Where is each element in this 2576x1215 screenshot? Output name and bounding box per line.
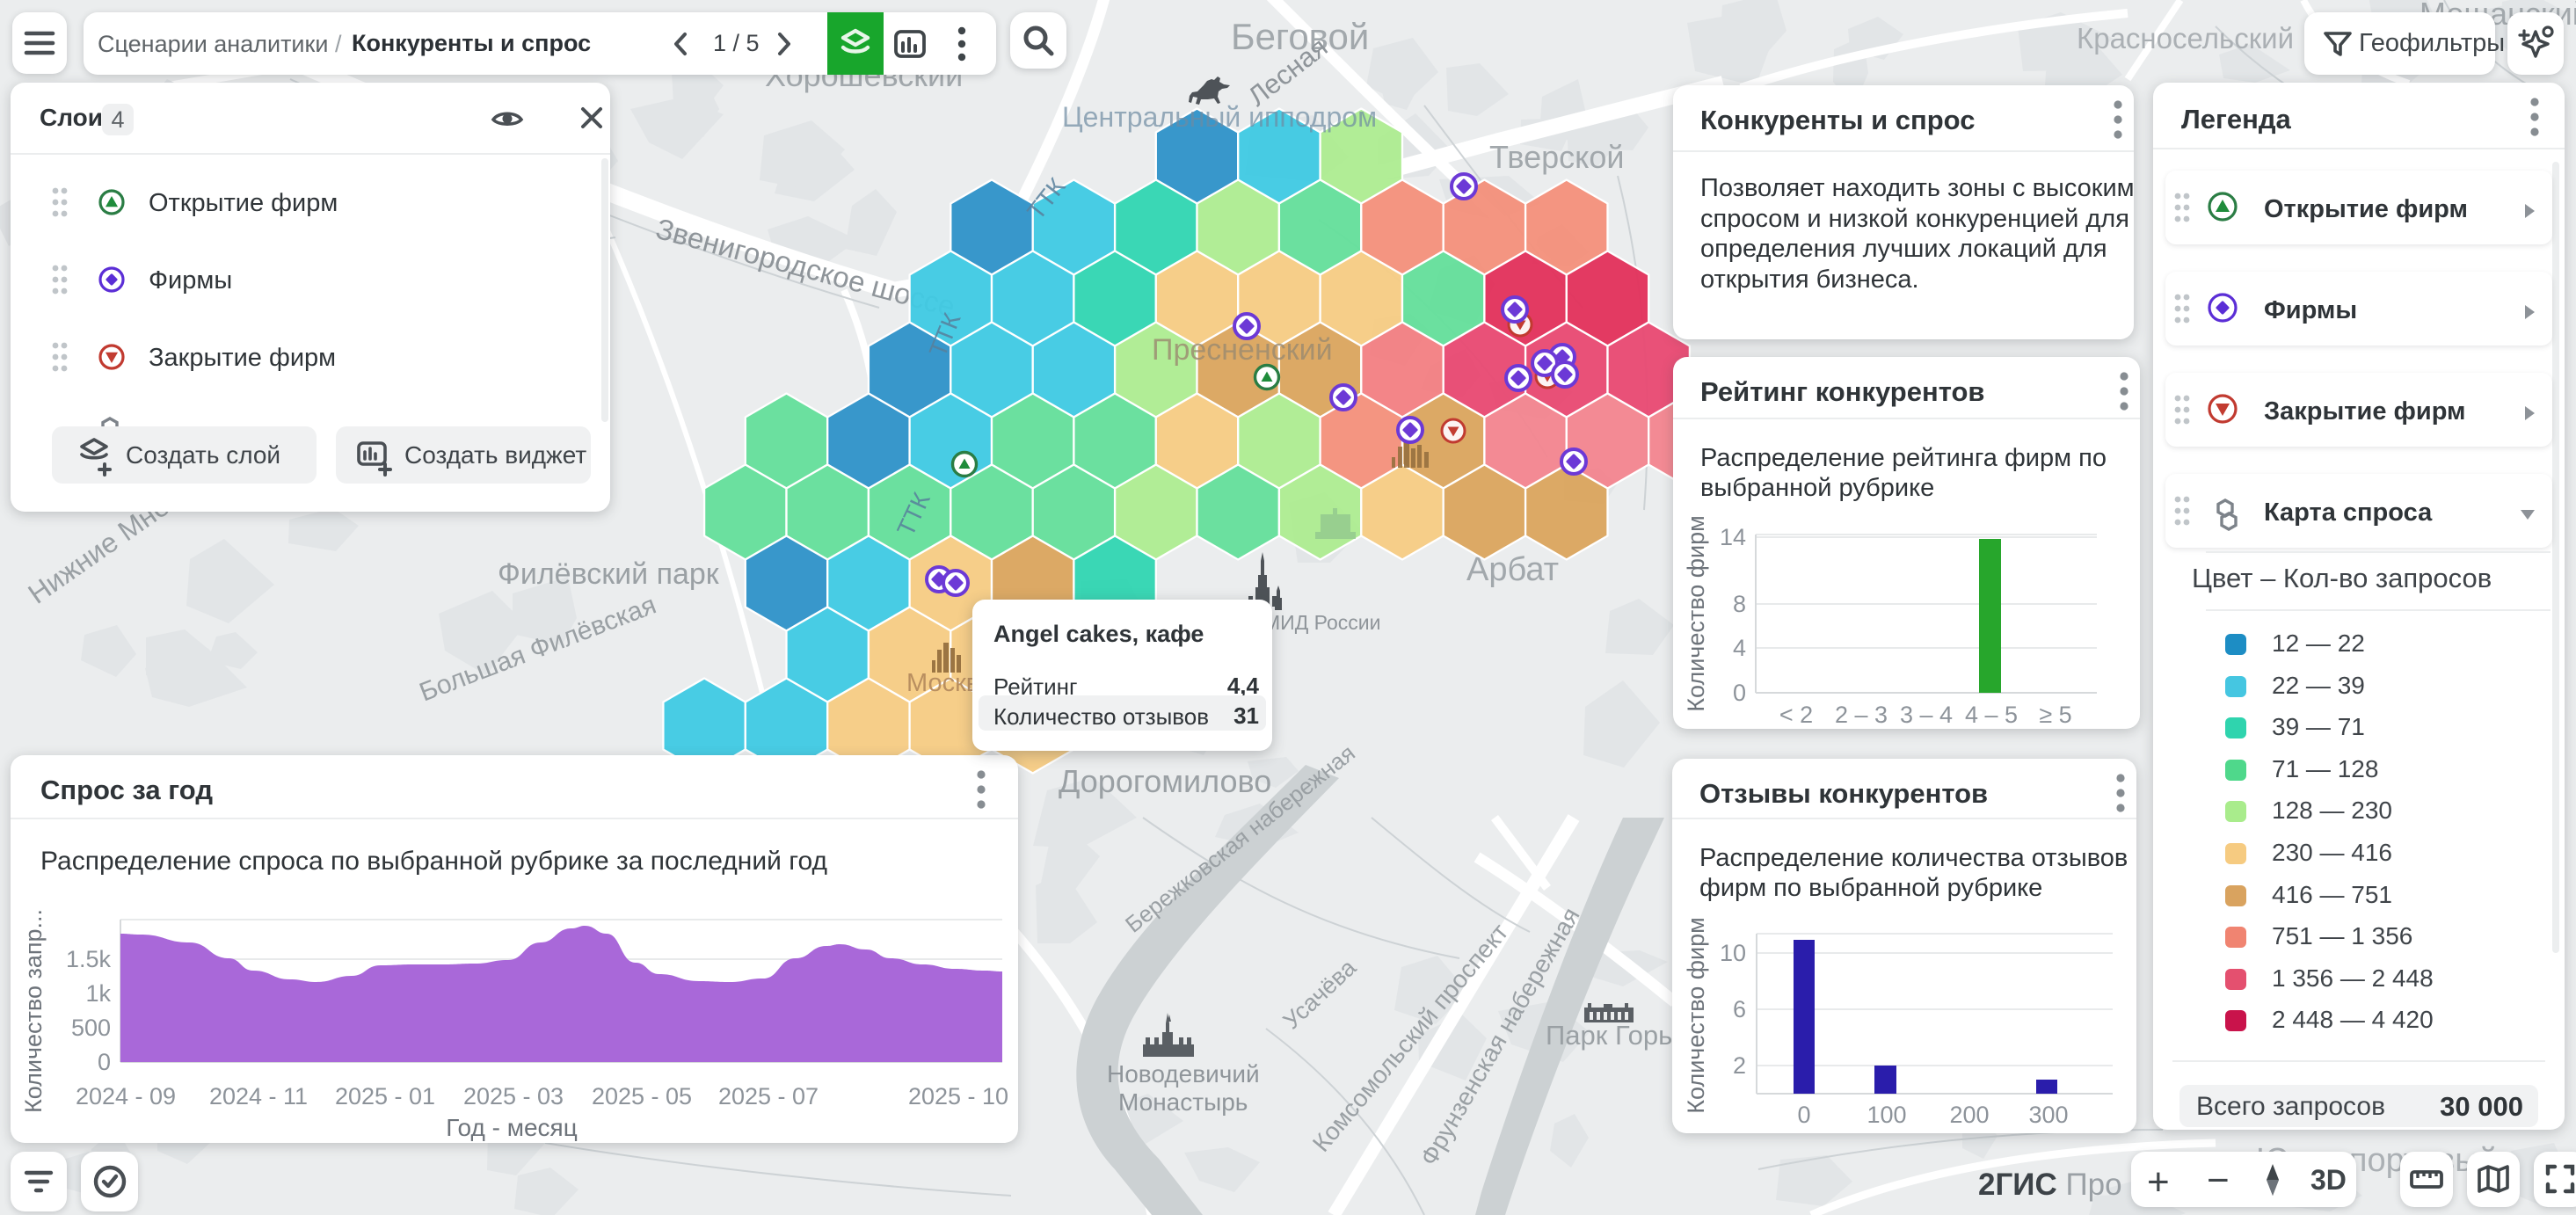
svg-text:Тверской: Тверской [1489, 139, 1624, 175]
svg-text:Филёвский парк: Филёвский парк [498, 557, 720, 591]
svg-text:Дорогомилово: Дорогомилово [1059, 763, 1271, 799]
svg-text:Беговой: Беговой [1231, 16, 1369, 57]
svg-text:Красносельский: Красносельский [2077, 22, 2294, 55]
svg-text:Центральный ипподром: Центральный ипподром [1062, 101, 1377, 133]
svg-text:МИД России: МИД России [1263, 611, 1380, 634]
svg-text:Монастырь: Монастырь [1118, 1088, 1248, 1116]
svg-text:Новодевичий: Новодевичий [1107, 1060, 1260, 1088]
